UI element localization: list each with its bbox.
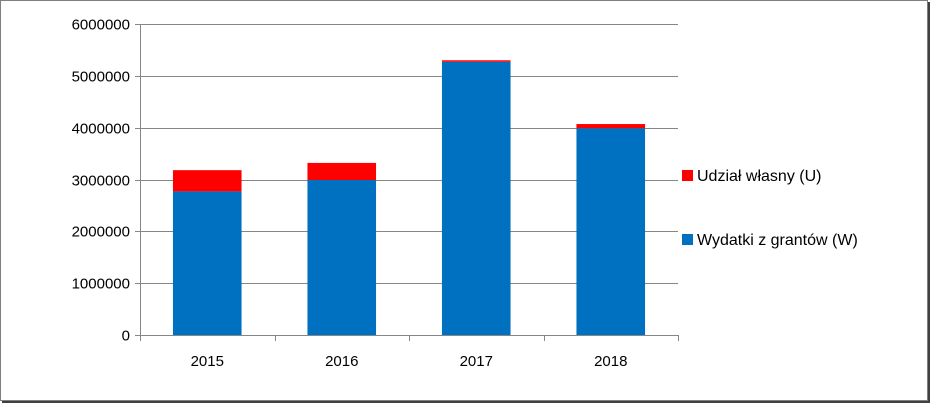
bar-segment [441,60,511,62]
legend-label: Wydatki z grantów (W) [697,232,858,249]
y-tick-label: 0 [122,328,130,345]
y-tick-label: 3000000 [72,173,130,190]
bar-segment [307,162,377,181]
bar-segment [576,124,646,129]
x-tick-label: 2015 [191,353,224,370]
axes [135,24,679,341]
bar-segment [172,170,242,192]
x-axis-tick-labels: 2015 2016 2017 2018 [191,353,628,370]
legend: Udział własny (U) Wydatki z grantów (W) [682,168,858,249]
legend-swatch [682,170,693,181]
bar-segment [172,191,242,335]
bars [172,60,646,336]
bar-segment [441,61,511,336]
y-tick-label: 2000000 [72,224,130,241]
y-tick-label: 1000000 [72,276,130,293]
x-tick-label: 2016 [325,353,358,370]
bar-segment [307,180,377,335]
bar-segment [576,128,646,335]
legend-swatch [682,234,693,245]
y-tick-label: 6000000 [72,17,130,34]
y-tick-label: 4000000 [72,121,130,138]
x-tick-label: 2018 [594,353,627,370]
y-tick-label: 5000000 [72,69,130,86]
y-axis-tick-labels: 0 1000000 2000000 3000000 4000000 5000000 6000… [72,17,130,345]
x-tick-label: 2017 [460,353,493,370]
legend-label: Udział własny (U) [697,168,821,185]
